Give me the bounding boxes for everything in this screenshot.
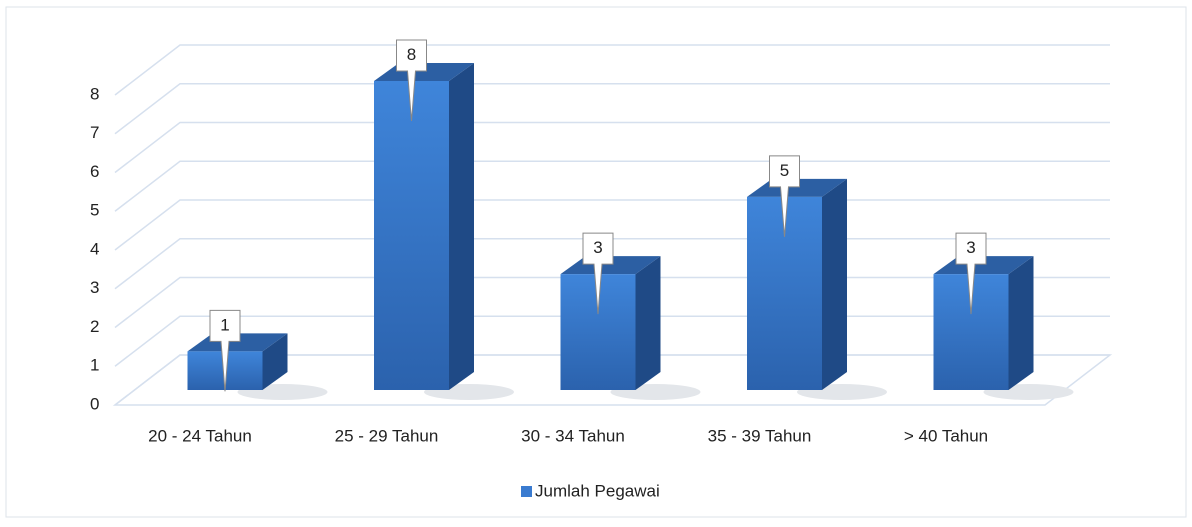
- y-tick-label: 7: [90, 123, 99, 142]
- data-label: 3: [966, 238, 975, 257]
- y-tick-label: 4: [90, 239, 99, 258]
- callout: [396, 39, 427, 122]
- bar-side: [822, 178, 847, 390]
- y-tick-label: 6: [90, 162, 99, 181]
- legend-swatch: [521, 486, 532, 497]
- y-tick-label: 2: [90, 317, 99, 336]
- bar: [374, 81, 449, 390]
- bar-side: [635, 256, 661, 390]
- x-tick-label: 35 - 39 Tahun: [708, 426, 812, 445]
- callout: [769, 155, 800, 237]
- y-tick-label: 8: [90, 84, 99, 103]
- y-tick-label: 3: [90, 278, 99, 297]
- grid-line: [114, 121, 1110, 174]
- callout: [582, 232, 614, 315]
- x-tick-label: 30 - 34 Tahun: [521, 426, 625, 445]
- grid-line: [114, 83, 1110, 135]
- y-tick-label: 0: [90, 394, 99, 413]
- x-tick-label: 25 - 29 Tahun: [335, 426, 439, 445]
- y-tick-label: 5: [90, 201, 99, 220]
- bar-side: [1008, 256, 1034, 390]
- grid-line: [114, 44, 1110, 96]
- callout: [209, 309, 241, 392]
- data-label: 5: [780, 161, 789, 180]
- bar-side: [262, 333, 288, 390]
- y-tick-label: 1: [90, 356, 99, 375]
- x-tick-label: 20 - 24 Tahun: [148, 426, 252, 445]
- legend-label: Jumlah Pegawai: [535, 481, 660, 500]
- callout: [955, 232, 987, 315]
- x-tick-label: > 40 Tahun: [904, 426, 988, 445]
- data-label: 1: [220, 315, 229, 334]
- data-label: 3: [593, 238, 602, 257]
- data-label: 8: [407, 45, 416, 64]
- bar-side: [449, 63, 474, 390]
